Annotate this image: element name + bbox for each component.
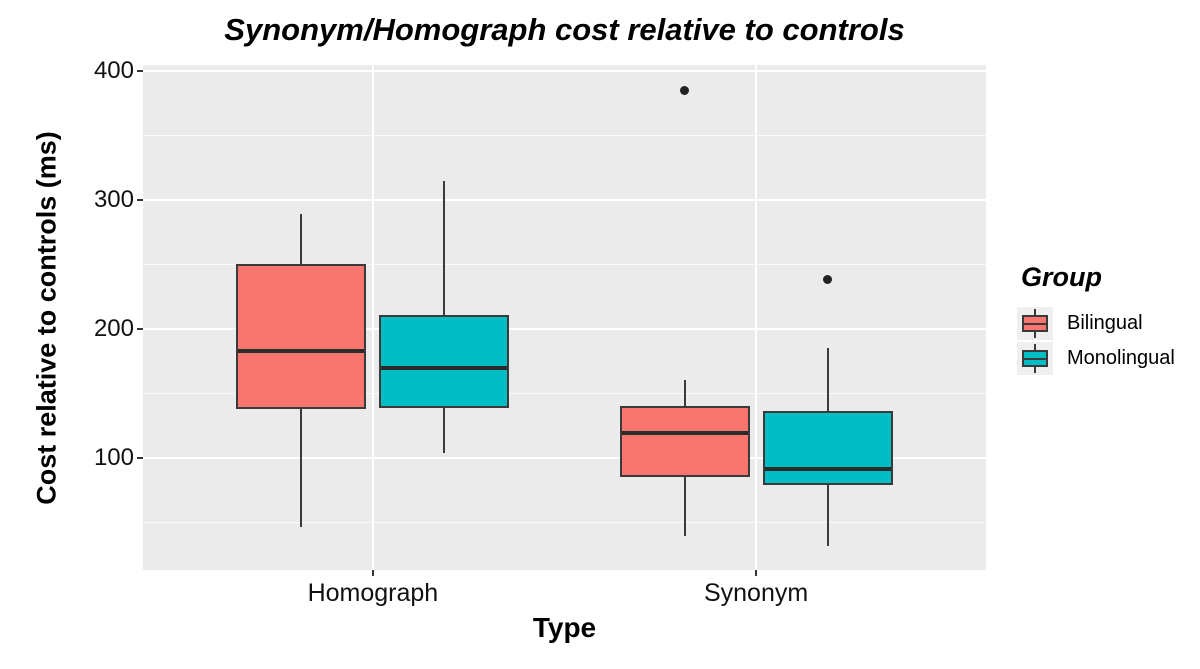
upper-whisker bbox=[300, 214, 303, 265]
x-axis-title: Type bbox=[532, 612, 597, 643]
y-axis-tick-label: 300 bbox=[93, 185, 134, 213]
legend-key-median-line bbox=[1024, 357, 1046, 360]
median-line bbox=[764, 467, 891, 472]
x-axis-tick-label: Homograph bbox=[307, 579, 439, 607]
legend-key-box bbox=[1022, 315, 1048, 332]
boxplot-box-monolingual-homograph bbox=[379, 314, 510, 408]
legend-key-box bbox=[1022, 350, 1048, 367]
plot-panel bbox=[143, 65, 986, 570]
legend-entry: Monolingual bbox=[1017, 342, 1175, 375]
lower-whisker bbox=[300, 408, 303, 528]
boxplot-box-bilingual-homograph bbox=[236, 264, 367, 409]
x-tick-mark bbox=[755, 570, 758, 576]
outlier-point bbox=[823, 275, 833, 285]
median-line bbox=[238, 348, 365, 353]
boxplot-box-bilingual-synonym bbox=[619, 406, 750, 478]
legend: Group Bilingual Monolingual bbox=[1017, 262, 1175, 377]
y-axis-tick-label: 200 bbox=[93, 314, 134, 342]
gridline-minor bbox=[143, 521, 986, 523]
median-line bbox=[381, 365, 508, 370]
y-tick-mark bbox=[137, 70, 143, 73]
boxplot-box-monolingual-synonym bbox=[762, 411, 893, 485]
y-axis-tick-label: 400 bbox=[93, 57, 134, 85]
y-tick-mark bbox=[137, 456, 143, 459]
x-axis-tick-label: Synonym bbox=[703, 579, 809, 607]
gridline-minor bbox=[143, 392, 986, 394]
y-tick-mark bbox=[137, 198, 143, 201]
lower-whisker bbox=[683, 477, 686, 537]
chart-title: Synonym/Homograph cost relative to contr… bbox=[224, 12, 905, 47]
lower-whisker bbox=[443, 407, 446, 453]
legend-key-median-line bbox=[1024, 322, 1046, 325]
median-line bbox=[621, 431, 748, 436]
y-axis-tick-label: 100 bbox=[93, 443, 134, 471]
gridline-major bbox=[143, 456, 986, 459]
legend-key-bilingual bbox=[1017, 307, 1053, 340]
lower-whisker bbox=[826, 484, 829, 546]
gridline-major-vertical bbox=[755, 65, 758, 570]
y-tick-mark bbox=[137, 327, 143, 330]
legend-entry-label: Monolingual bbox=[1067, 347, 1175, 369]
upper-whisker bbox=[683, 380, 686, 407]
outlier-point bbox=[680, 85, 690, 95]
legend-entry-label: Bilingual bbox=[1067, 312, 1143, 334]
legend-key-monolingual bbox=[1017, 342, 1053, 375]
legend-entries: Bilingual Monolingual bbox=[1017, 307, 1175, 375]
legend-title: Group bbox=[1021, 262, 1102, 292]
upper-whisker bbox=[443, 180, 446, 315]
gridline-major-vertical bbox=[371, 65, 374, 570]
gridline-major bbox=[143, 70, 986, 73]
gridline-major bbox=[143, 327, 986, 330]
legend-entry: Bilingual bbox=[1017, 307, 1175, 340]
gridline-minor bbox=[143, 135, 986, 137]
gridline-minor bbox=[143, 263, 986, 265]
x-tick-mark bbox=[371, 570, 374, 576]
upper-whisker bbox=[826, 348, 829, 412]
gridline-major bbox=[143, 198, 986, 201]
